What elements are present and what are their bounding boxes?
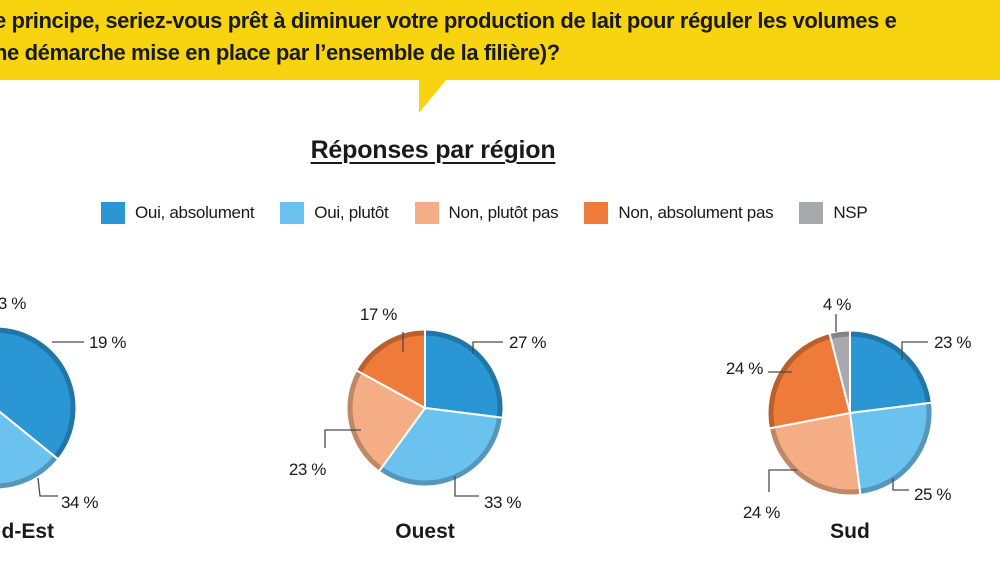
chart-title: Réponses par région: [310, 136, 556, 164]
slice-oui-absolument: [849, 329, 933, 415]
region-label: Sud: [830, 520, 870, 543]
legend-swatch: [799, 202, 824, 224]
slice-rim-oui-absolument: [0, 327, 76, 458]
speech-bubble-tail: [419, 79, 447, 113]
question-banner: e principe, seriez-vous prêt à diminuer …: [0, 0, 1000, 80]
data-label-oui-plutot: 25 %: [914, 485, 951, 504]
leader-line: [472, 341, 503, 354]
legend-item-non-plutot-pas: Non, plutôt pas: [414, 202, 559, 224]
legend-label: Non, absolument pas: [618, 203, 774, 222]
legend-swatch: [280, 202, 305, 224]
legend: Oui, absolument Oui, plutôt Non, plutôt …: [101, 201, 868, 225]
legend-item-oui-plutot: Oui, plutôt: [280, 202, 389, 224]
slice-nsp: [828, 329, 851, 414]
data-label-oui-absolument: 27 %: [509, 333, 546, 352]
slice-rim-non-absolument-pas: [768, 334, 830, 428]
data-label-nsp: 3 %: [0, 294, 26, 313]
legend-label: Non, plutôt pas: [448, 203, 559, 222]
slice-non-absolument-pas: [355, 328, 426, 410]
legend-label: Oui, plutôt: [314, 203, 389, 222]
slice-non-absolument-pas: [767, 332, 852, 430]
pie-ouest: 27 % 33 % 23 % 17 % Ouest: [289, 305, 547, 543]
legend-label: Oui, absolument: [135, 203, 255, 222]
leader-line: [892, 478, 909, 491]
slice-rim-non-absolument-pas: [357, 330, 425, 373]
region-label: d-Est: [2, 520, 55, 543]
slice-oui-absolument: [424, 328, 504, 419]
slice-rim-nsp: [830, 331, 849, 339]
slice-non-plutot-pas: [346, 369, 427, 473]
leader-line: [37, 477, 58, 497]
slice-rim-non-plutot-pas: [347, 371, 382, 471]
question-line-1: e principe, seriez-vous prêt à diminuer …: [0, 8, 897, 33]
legend-item-nsp: NSP: [799, 202, 868, 224]
pie-sud: 23 % 25 % 24 % 24 % 4 % Sud: [726, 295, 972, 543]
legend-label: NSP: [833, 203, 868, 222]
slice-rim-oui-plutot: [860, 403, 932, 494]
pie-d-est: 19 % 34 % 3 % d-Est: [0, 294, 127, 543]
legend-swatch: [414, 202, 439, 224]
leader-line: [768, 469, 797, 492]
region-label: Ouest: [395, 520, 455, 543]
slice-non-plutot-pas: [768, 411, 862, 496]
data-label-non-plutot-pas: 24 %: [743, 503, 780, 522]
data-label-nsp: 4 %: [823, 295, 851, 314]
legend-item-oui-absolument: Oui, absolument: [101, 202, 255, 224]
slice-oui-plutot: [848, 401, 933, 496]
data-label-oui-absolument: 19 %: [89, 333, 126, 352]
legend-swatch: [101, 202, 125, 224]
slice-rim-oui-plutot: [0, 456, 57, 489]
data-label-oui-plutot: 33 %: [484, 493, 521, 512]
data-label-non-plutot-pas: 23 %: [289, 460, 326, 479]
data-label-non-absolument-pas: 17 %: [360, 305, 397, 324]
data-label-oui-plutot: 34 %: [61, 493, 98, 512]
question-line-2: ne démarche mise en place par l’ensemble…: [0, 40, 560, 65]
legend-swatch: [584, 202, 609, 224]
legend-item-non-absolument-pas: Non, absolument pas: [584, 202, 774, 224]
leader-line: [454, 476, 479, 497]
data-label-non-absolument-pas: 24 %: [726, 359, 763, 378]
data-label-oui-absolument: 23 %: [934, 333, 971, 352]
leader-line: [324, 429, 361, 448]
slice-rim-oui-absolument: [426, 330, 503, 417]
leader-line: [901, 341, 928, 360]
slice-rim-non-plutot-pas: [770, 428, 860, 495]
